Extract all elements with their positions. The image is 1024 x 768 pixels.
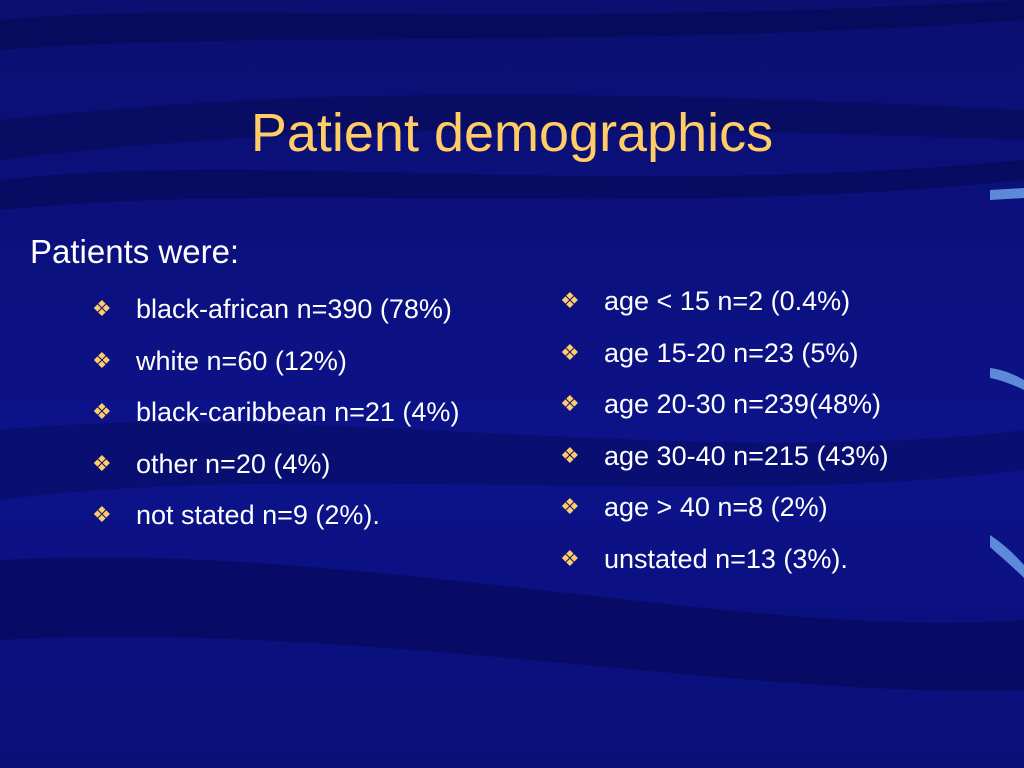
list-item: ❖ black-african n=390 (78%) (92, 286, 459, 338)
bullet-diamond-icon: ❖ (92, 399, 112, 424)
list-item-text: age 15-20 n=23 (5%) (604, 337, 859, 368)
list-item-text: white n=60 (12%) (136, 345, 347, 376)
bullet-diamond-icon: ❖ (560, 494, 580, 519)
bullet-diamond-icon: ❖ (560, 442, 580, 468)
list-item-text: age 30-40 n=215 (43%) (604, 440, 889, 471)
ethnicity-list: ❖ black-african n=390 (78%) ❖ white n=60 (… (92, 286, 459, 544)
list-item: ❖ age < 15 n=2 (0.4%) (560, 278, 888, 330)
bullet-diamond-icon: ❖ (560, 545, 580, 571)
intro-text: Patients were: (30, 233, 240, 270)
slide-title: Patient demographics (250, 103, 774, 163)
list-item: ❖ black-caribbean n=21 (4%) (92, 389, 459, 441)
list-item: ❖ unstated n=13 (3%). (560, 536, 888, 588)
list-item-text: not stated n=9 (2%). (136, 500, 380, 530)
list-item-text: other n=20 (4%) (136, 448, 331, 479)
list-item: ❖ age > 40 n=8 (2%) (560, 484, 888, 536)
list-item-text: age < 15 n=2 (0.4%) (604, 286, 851, 316)
bullet-diamond-icon: ❖ (92, 502, 112, 527)
list-item: ❖ white n=60 (12%) (92, 338, 459, 390)
list-item: ❖ other n=20 (4%) (92, 441, 459, 493)
bullet-diamond-icon: ❖ (92, 296, 112, 321)
bullet-diamond-icon: ❖ (92, 450, 112, 476)
list-item-text: age > 40 n=8 (2%) (604, 492, 828, 522)
list-item-text: black-african n=390 (78%) (136, 294, 452, 324)
list-item: ❖ age 15-20 n=23 (5%) (560, 330, 888, 382)
list-item-text: black-caribbean n=21 (4%) (136, 397, 460, 427)
bullet-diamond-icon: ❖ (560, 391, 580, 416)
list-item: ❖ age 20-30 n=239(48%) (560, 381, 888, 433)
bullet-diamond-icon: ❖ (560, 288, 580, 313)
list-item: ❖ not stated n=9 (2%). (92, 492, 459, 544)
list-item-text: unstated n=13 (3%). (604, 543, 848, 574)
bullet-diamond-icon: ❖ (560, 339, 580, 365)
bullet-diamond-icon: ❖ (92, 347, 112, 373)
list-item-text: age 20-30 n=239(48%) (604, 389, 881, 419)
list-item: ❖ age 30-40 n=215 (43%) (560, 433, 888, 485)
age-list: ❖ age < 15 n=2 (0.4%) ❖ age 15-20 n=23 (5%… (560, 278, 888, 587)
